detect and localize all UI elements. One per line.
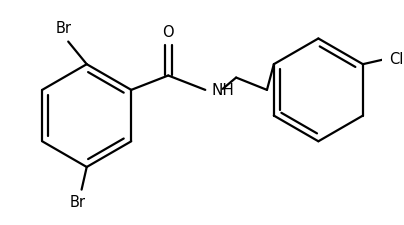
Text: O: O bbox=[162, 25, 174, 40]
Text: Cl: Cl bbox=[389, 52, 404, 67]
Text: NH: NH bbox=[211, 83, 234, 98]
Text: Br: Br bbox=[69, 195, 86, 210]
Text: Br: Br bbox=[56, 21, 72, 36]
